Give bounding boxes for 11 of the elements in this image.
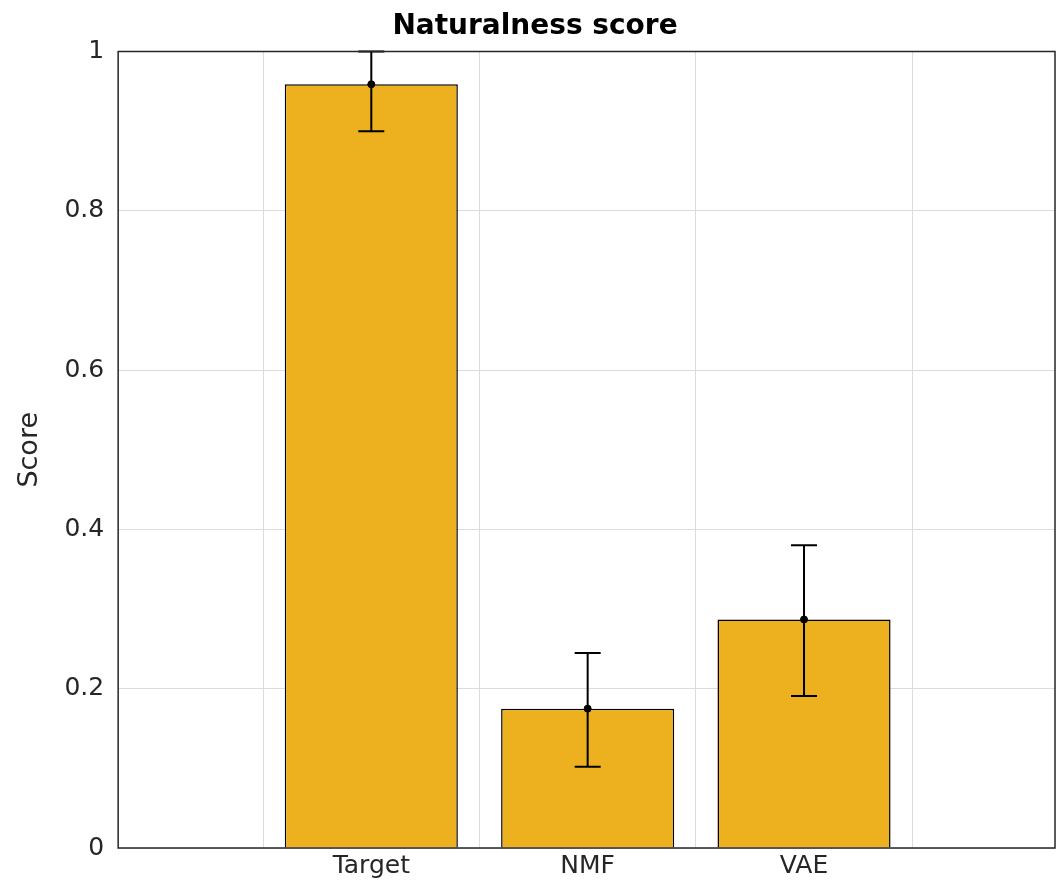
y-axis-title: Score (12, 411, 44, 488)
y-tick-label: 0.4 (64, 512, 105, 542)
x-tick-label: NMF (560, 849, 615, 879)
y-tick-label: 1 (88, 35, 105, 65)
y-tick-label: 0.2 (64, 672, 105, 702)
y-tick-label: 0.8 (64, 194, 105, 224)
chart-title: Naturalness score (392, 8, 678, 42)
x-tick-label: VAE (779, 849, 829, 879)
x-tick-label: Target (331, 849, 411, 879)
y-tick-label: 0 (88, 831, 105, 861)
y-tick-label: 0.6 (64, 353, 105, 383)
